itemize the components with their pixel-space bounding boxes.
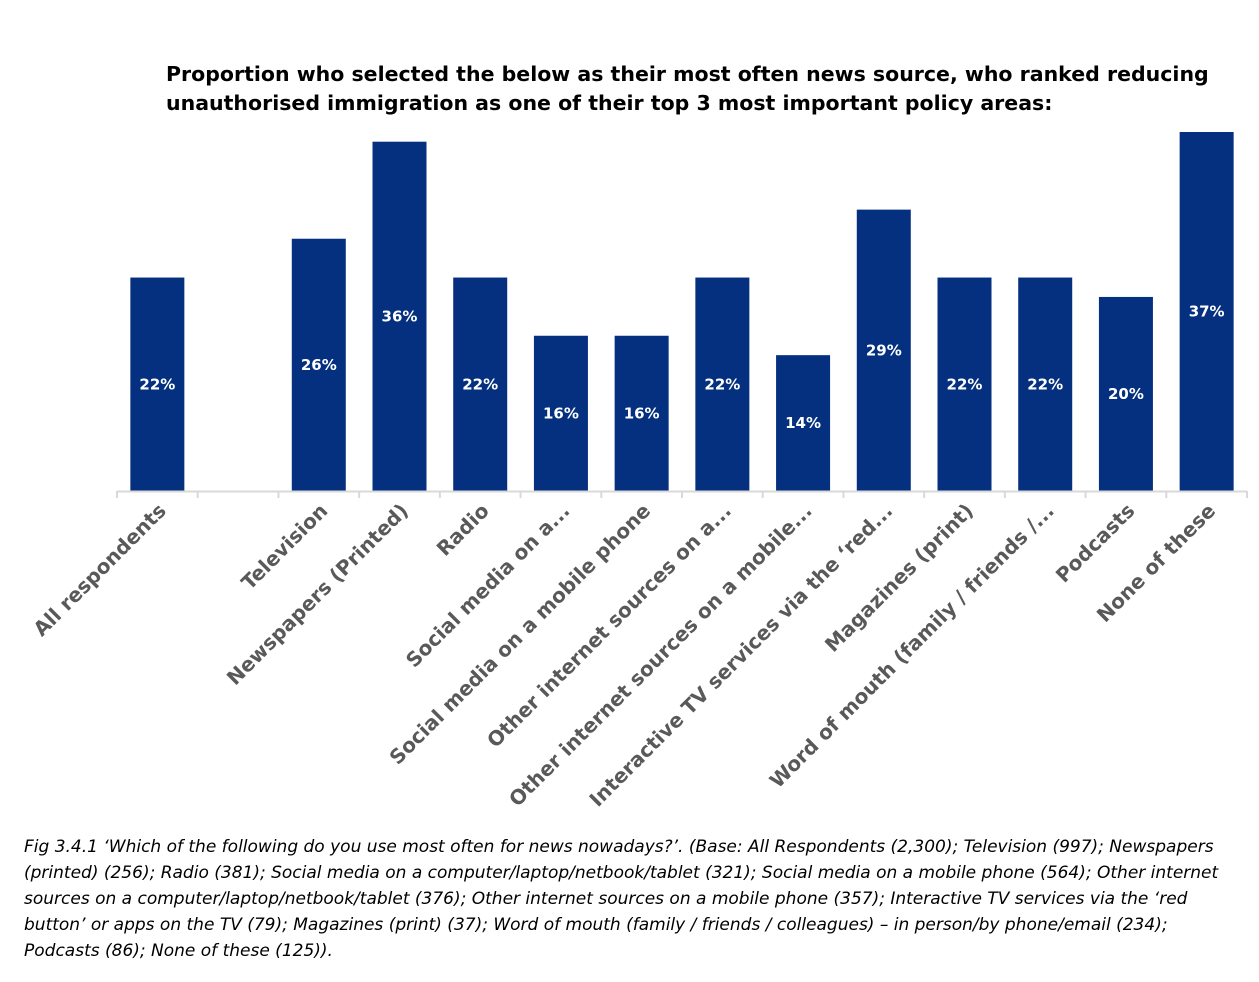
figure-caption-text: ‘Which of the following do you use most … (24, 837, 1219, 961)
bar (776, 355, 831, 491)
bar (1018, 277, 1073, 491)
data-label: 22% (704, 375, 740, 393)
data-label: 16% (543, 404, 579, 422)
bar (372, 141, 427, 491)
bar (453, 277, 508, 491)
bar (130, 277, 185, 491)
category-label: Social media on a... (401, 499, 575, 673)
bar (1179, 132, 1234, 491)
data-label: 22% (947, 375, 983, 393)
data-label: 22% (1027, 375, 1063, 393)
bar (937, 277, 992, 491)
category-label: Other internet sources on a mobile... (504, 499, 817, 812)
data-label: 14% (785, 414, 821, 432)
category-label: Interactive TV services via the ‘red... (584, 499, 897, 812)
data-label: 16% (624, 404, 660, 422)
figure-caption: Fig 3.4.1 ‘Which of the following do you… (24, 834, 1239, 964)
data-label: 36% (382, 307, 418, 325)
bars-group (130, 132, 1234, 491)
category-label: Podcasts (1051, 499, 1140, 588)
data-label: 26% (301, 356, 337, 374)
data-label: 22% (139, 375, 175, 393)
data-label: 37% (1189, 303, 1225, 321)
category-label: Word of mouth (family / friends /... (765, 499, 1059, 793)
bar (856, 209, 911, 491)
data-label: 20% (1108, 385, 1144, 403)
x-axis (116, 490, 1248, 498)
bar (614, 335, 669, 491)
figure-number: Fig 3.4.1 (24, 837, 98, 857)
bar-chart: 22%26%36%22%16% 16%22%14%29%22% 22%20%37% … (28, 132, 1248, 812)
category-label: Radio (432, 499, 494, 561)
data-label: 29% (866, 341, 902, 359)
bar (1098, 296, 1153, 491)
bar (291, 238, 346, 491)
bar (533, 335, 588, 491)
data-label: 22% (462, 375, 498, 393)
category-label: All respondents (28, 499, 170, 641)
category-label: Magazines (print) (820, 499, 978, 657)
bar (695, 277, 750, 491)
chart-title: Proportion who selected the below as the… (166, 62, 1209, 115)
data-labels-group: 22% 26% 36% 22% 16% 16% 22% 14% 29% 22% 22% 20% 37% (139, 303, 1224, 433)
